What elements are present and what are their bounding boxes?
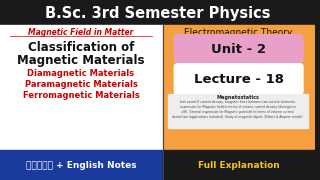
- Text: Magnetic Materials: Magnetic Materials: [17, 53, 145, 66]
- Bar: [163, 150, 316, 180]
- Bar: [0, 0, 316, 25]
- Text: x(H). General expression for Magnetic potential in terms of volume current: x(H). General expression for Magnetic po…: [181, 110, 294, 114]
- Bar: [168, 94, 308, 128]
- Text: Unit - 2: Unit - 2: [211, 42, 266, 55]
- Bar: [0, 150, 163, 180]
- Text: Electromagnetic Theory: Electromagnetic Theory: [184, 28, 293, 37]
- Bar: [0, 25, 163, 150]
- FancyBboxPatch shape: [174, 34, 304, 63]
- Text: dental law (applications included). Study of magnetic dipole (Gilbert & Ampere m: dental law (applications included). Stud…: [172, 115, 303, 119]
- Text: Lecture - 18: Lecture - 18: [194, 73, 284, 86]
- Text: Ferromagnetic Materials: Ferromagnetic Materials: [23, 91, 140, 100]
- Text: Magnetostatics: Magnetostatics: [216, 94, 259, 100]
- Text: biot-savart K current density, magnetic force between two current elements.: biot-savart K current density, magnetic …: [180, 100, 295, 104]
- Text: B.Sc. 3rd Semester Physics: B.Sc. 3rd Semester Physics: [45, 6, 271, 21]
- Text: Magnetic Field in Matter: Magnetic Field in Matter: [28, 28, 134, 37]
- Text: Diamagnetic Materials: Diamagnetic Materials: [28, 69, 134, 78]
- Text: Full Explanation: Full Explanation: [198, 161, 279, 170]
- Text: Classification of: Classification of: [28, 40, 134, 53]
- Text: expression for Magnetic field in terms of volume current density (divergence: expression for Magnetic field in terms o…: [180, 105, 296, 109]
- Text: हिंदी + English Notes: हिंदी + English Notes: [26, 161, 136, 170]
- Text: Paramagnetic Materials: Paramagnetic Materials: [25, 80, 137, 89]
- FancyBboxPatch shape: [174, 63, 304, 95]
- Bar: [163, 25, 316, 150]
